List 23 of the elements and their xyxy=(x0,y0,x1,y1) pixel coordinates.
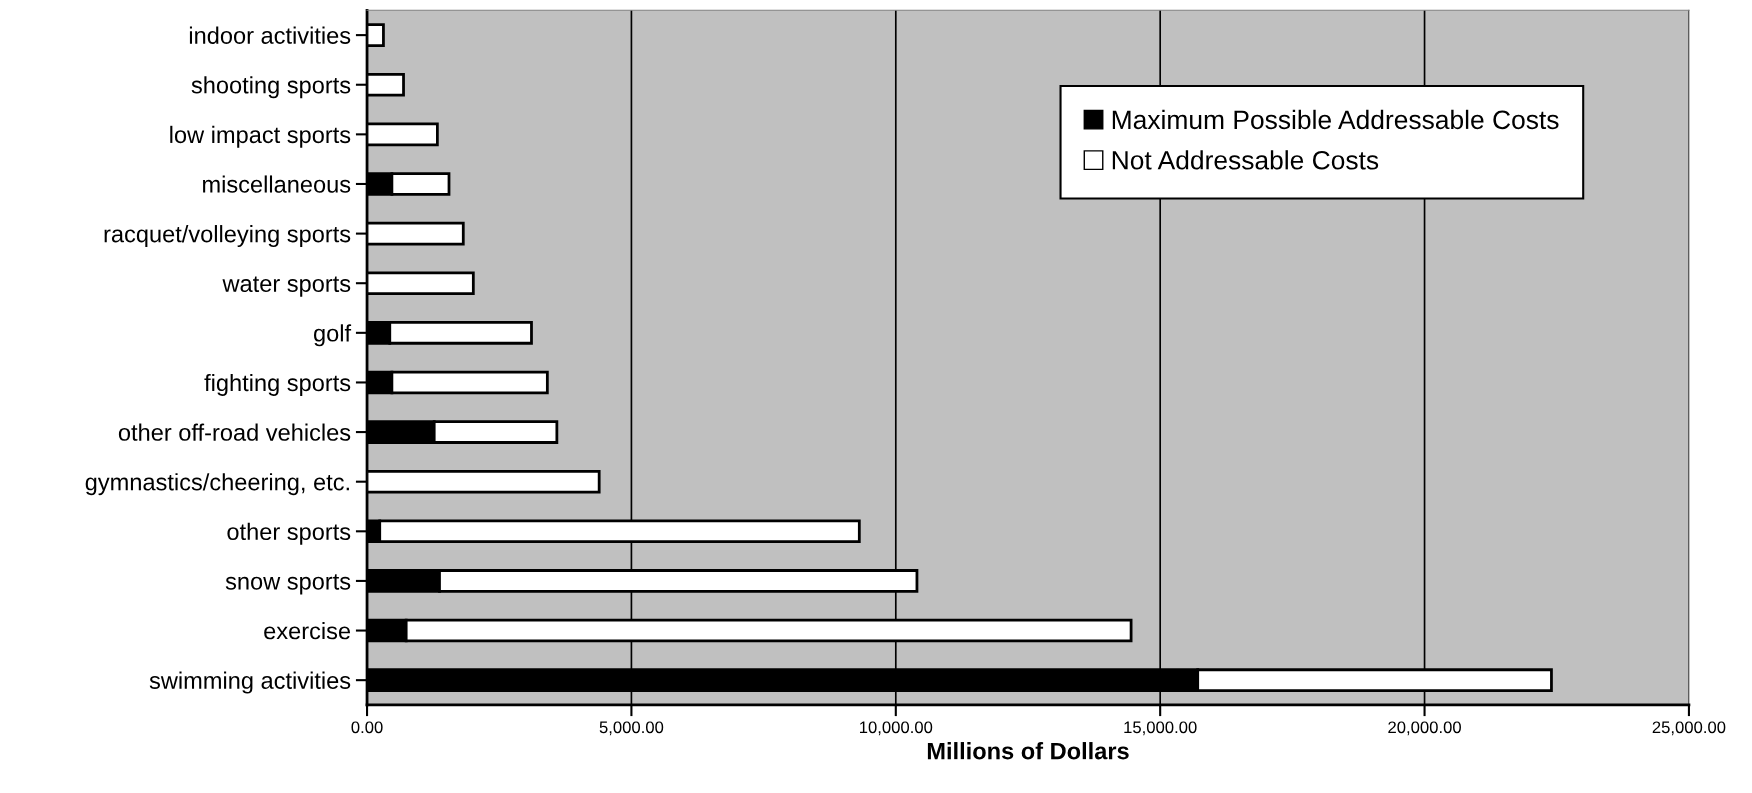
y-tick-label: shooting sports xyxy=(191,76,351,99)
y-tick-label: low impact sports xyxy=(170,125,351,148)
y-tick-label: snow sports xyxy=(225,574,351,595)
x-tick-label: 5,000.00 xyxy=(599,721,664,736)
y-tick-label: other sports xyxy=(227,522,351,545)
y-tick-label: gymnastics/cheering, etc. xyxy=(85,473,349,496)
x-tick-label: 20,000.00 xyxy=(1388,721,1461,736)
y-tick-label: swimming activities xyxy=(149,671,351,694)
y-tick-label: fighting sports xyxy=(204,373,351,396)
x-tick-label: 0.00 xyxy=(351,721,383,734)
y-tick-label: indoor activities xyxy=(189,26,351,44)
x-tick-label: 25,000.00 xyxy=(1652,721,1726,736)
legend-label: Maximum Possible Addressable Costs xyxy=(1112,109,1559,130)
y-tick-label: miscellaneous xyxy=(203,175,351,193)
y-tick-label: water sports xyxy=(222,276,351,297)
legend-label: Not Addressable Costs xyxy=(1112,150,1379,170)
y-tick-label: golf xyxy=(314,324,352,347)
x-tick-label: 15,000.00 xyxy=(1124,721,1197,736)
y-tick-label: other off-road vehicles xyxy=(118,423,351,441)
y-tick-label: racquet/volleying sports xyxy=(104,225,351,248)
y-tick-label: exercise xyxy=(264,621,351,640)
x-axis-title: Millions of Dollars xyxy=(927,742,1129,760)
x-tick-label: 10,000.00 xyxy=(860,721,933,736)
